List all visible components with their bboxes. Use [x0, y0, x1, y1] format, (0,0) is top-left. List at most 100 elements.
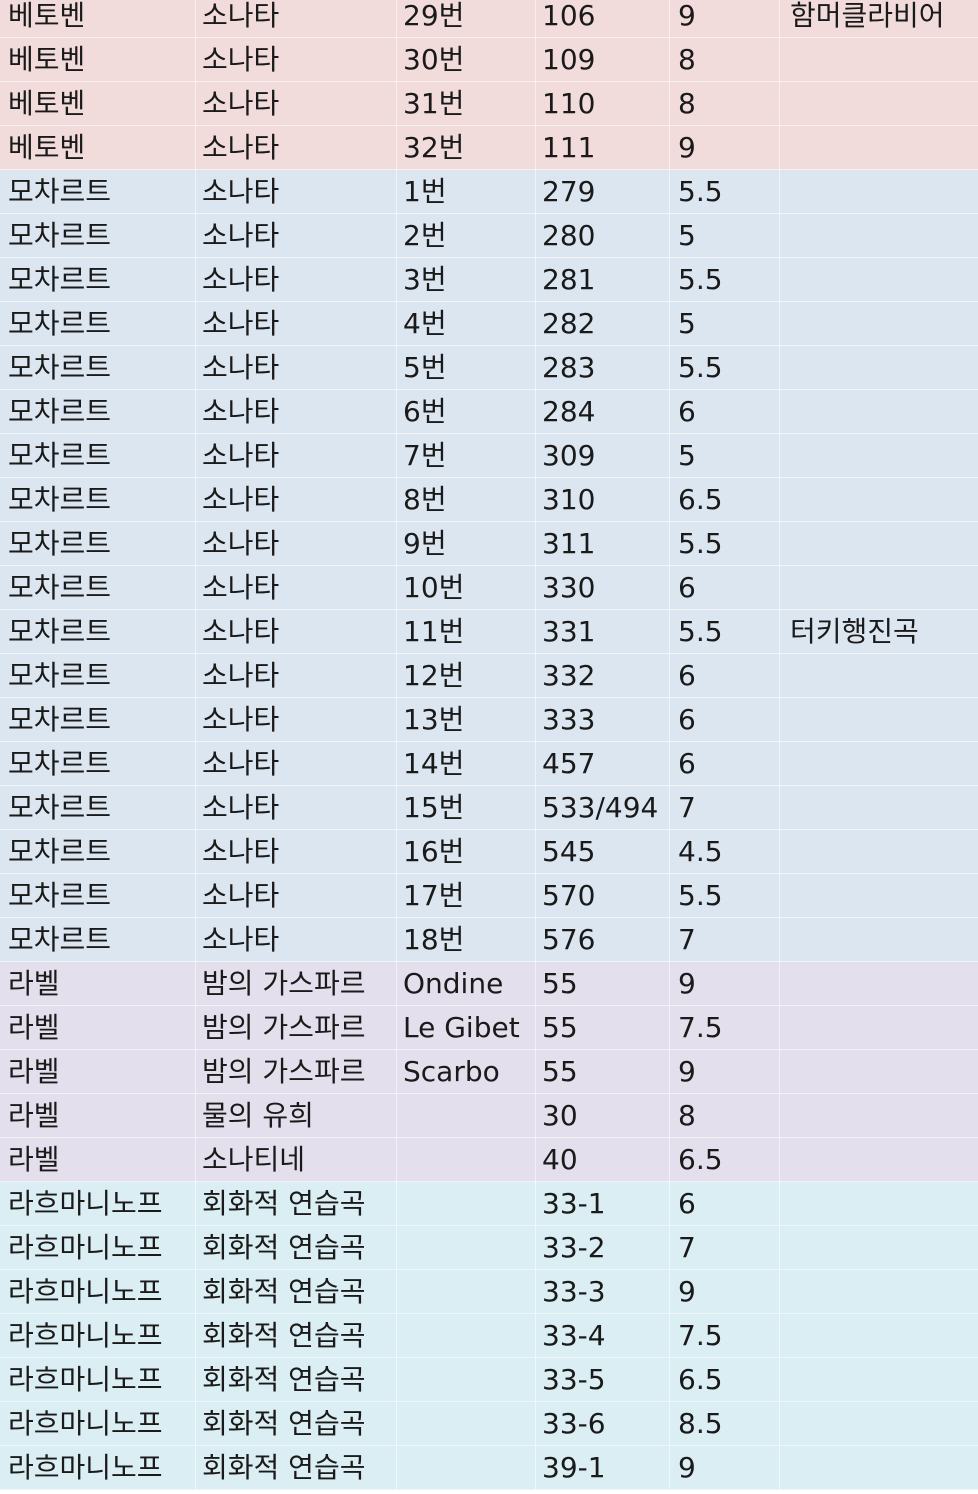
cell-title[interactable]: 소나타: [196, 522, 397, 566]
cell-opus[interactable]: 33-4: [536, 1314, 670, 1358]
cell-title[interactable]: 소나타: [196, 566, 397, 610]
cell-opus[interactable]: 333: [536, 698, 670, 742]
cell-number[interactable]: [397, 1314, 536, 1358]
cell-note[interactable]: [780, 390, 978, 434]
cell-composer[interactable]: 모차르트: [0, 830, 196, 874]
cell-opus[interactable]: 310: [536, 478, 670, 522]
cell-composer[interactable]: 라벨: [0, 1094, 196, 1138]
cell-title[interactable]: 소나타: [196, 346, 397, 390]
cell-composer[interactable]: 라흐마니노프: [0, 1402, 196, 1446]
cell-opus[interactable]: 39-1: [536, 1446, 670, 1490]
cell-title[interactable]: 소나타: [196, 786, 397, 830]
cell-composer[interactable]: 모차르트: [0, 170, 196, 214]
cell-composer[interactable]: 모차르트: [0, 214, 196, 258]
cell-title[interactable]: 소나타: [196, 302, 397, 346]
cell-note[interactable]: [780, 478, 978, 522]
cell-composer[interactable]: 라흐마니노프: [0, 1358, 196, 1402]
cell-level[interactable]: 5.5: [670, 610, 780, 654]
cell-opus[interactable]: 33-5: [536, 1358, 670, 1402]
cell-note[interactable]: [780, 1050, 978, 1094]
cell-number[interactable]: 7번: [397, 434, 536, 478]
cell-note[interactable]: [780, 1006, 978, 1050]
cell-opus[interactable]: 110: [536, 82, 670, 126]
cell-note[interactable]: [780, 698, 978, 742]
cell-level[interactable]: 6: [670, 654, 780, 698]
cell-title[interactable]: 소나타: [196, 434, 397, 478]
cell-number[interactable]: [397, 1094, 536, 1138]
cell-opus[interactable]: 106: [536, 0, 670, 38]
cell-composer[interactable]: 라흐마니노프: [0, 1182, 196, 1226]
cell-level[interactable]: 5: [670, 434, 780, 478]
cell-number[interactable]: 6번: [397, 390, 536, 434]
cell-opus[interactable]: 457: [536, 742, 670, 786]
cell-title[interactable]: 소나타: [196, 610, 397, 654]
cell-title[interactable]: 소나타: [196, 82, 397, 126]
cell-title[interactable]: 소나타: [196, 258, 397, 302]
cell-level[interactable]: 6.5: [670, 478, 780, 522]
cell-note[interactable]: [780, 1402, 978, 1446]
cell-opus[interactable]: 55: [536, 1006, 670, 1050]
cell-composer[interactable]: 모차르트: [0, 742, 196, 786]
cell-note[interactable]: [780, 1314, 978, 1358]
cell-note[interactable]: [780, 566, 978, 610]
cell-composer[interactable]: 라벨: [0, 1138, 196, 1182]
cell-number[interactable]: 8번: [397, 478, 536, 522]
cell-title[interactable]: 회화적 연습곡: [196, 1226, 397, 1270]
cell-level[interactable]: 6: [670, 1182, 780, 1226]
cell-note[interactable]: [780, 434, 978, 478]
cell-composer[interactable]: 모차르트: [0, 566, 196, 610]
cell-level[interactable]: 5.5: [670, 346, 780, 390]
cell-note[interactable]: [780, 1270, 978, 1314]
cell-level[interactable]: 6: [670, 742, 780, 786]
cell-level[interactable]: 7: [670, 1226, 780, 1270]
cell-composer[interactable]: 모차르트: [0, 346, 196, 390]
cell-title[interactable]: 밤의 가스파르: [196, 1050, 397, 1094]
cell-composer[interactable]: 라흐마니노프: [0, 1314, 196, 1358]
cell-number[interactable]: 10번: [397, 566, 536, 610]
cell-opus[interactable]: 30: [536, 1094, 670, 1138]
cell-title[interactable]: 밤의 가스파르: [196, 1006, 397, 1050]
cell-title[interactable]: 소나타: [196, 742, 397, 786]
cell-number[interactable]: Ondine: [397, 962, 536, 1006]
cell-title[interactable]: 소나타: [196, 214, 397, 258]
cell-number[interactable]: 30번: [397, 38, 536, 82]
cell-level[interactable]: 6.5: [670, 1138, 780, 1182]
cell-level[interactable]: 6.5: [670, 1358, 780, 1402]
cell-number[interactable]: 14번: [397, 742, 536, 786]
cell-level[interactable]: 7: [670, 786, 780, 830]
cell-title[interactable]: 소나타: [196, 698, 397, 742]
cell-note[interactable]: [780, 1226, 978, 1270]
cell-opus[interactable]: 111: [536, 126, 670, 170]
cell-note[interactable]: [780, 522, 978, 566]
cell-level[interactable]: 5.5: [670, 522, 780, 566]
cell-note[interactable]: [780, 1182, 978, 1226]
cell-number[interactable]: 32번: [397, 126, 536, 170]
cell-opus[interactable]: 576: [536, 918, 670, 962]
cell-composer[interactable]: 모차르트: [0, 478, 196, 522]
cell-note[interactable]: [780, 962, 978, 1006]
cell-note[interactable]: 함머클라비어: [790, 0, 945, 32]
cell-composer[interactable]: 모차르트: [0, 522, 196, 566]
cell-composer[interactable]: 라흐마니노프: [0, 1446, 196, 1490]
cell-note[interactable]: [780, 918, 978, 962]
cell-composer[interactable]: 모차르트: [0, 302, 196, 346]
cell-number[interactable]: 16번: [397, 830, 536, 874]
cell-level[interactable]: 5.5: [670, 874, 780, 918]
cell-level[interactable]: 5.5: [670, 258, 780, 302]
cell-level[interactable]: 8: [670, 38, 780, 82]
cell-note[interactable]: 터키행진곡: [790, 615, 919, 648]
cell-note[interactable]: [780, 1358, 978, 1402]
cell-title[interactable]: 회화적 연습곡: [196, 1358, 397, 1402]
cell-opus[interactable]: 55: [536, 1050, 670, 1094]
cell-opus[interactable]: 279: [536, 170, 670, 214]
cell-level[interactable]: 9: [670, 126, 780, 170]
cell-opus[interactable]: 284: [536, 390, 670, 434]
cell-level[interactable]: 9: [670, 1050, 780, 1094]
cell-level[interactable]: 8: [670, 1094, 780, 1138]
cell-title[interactable]: 밤의 가스파르: [196, 962, 397, 1006]
cell-composer[interactable]: 베토벤: [0, 126, 196, 170]
cell-number[interactable]: [397, 1446, 536, 1490]
cell-opus[interactable]: 33-6: [536, 1402, 670, 1446]
cell-number[interactable]: 17번: [397, 874, 536, 918]
cell-note[interactable]: [780, 346, 978, 390]
